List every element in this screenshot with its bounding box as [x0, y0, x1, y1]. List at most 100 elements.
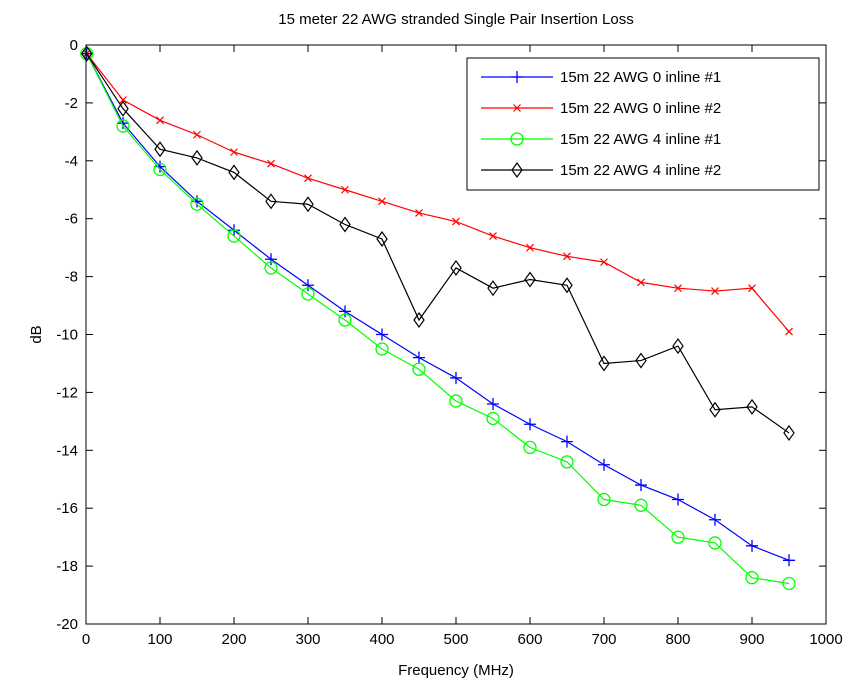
data-point-s3-4 — [190, 197, 204, 211]
data-point-s1-3 — [154, 160, 166, 173]
data-point-s4-15 — [598, 355, 610, 372]
data-point-s1-12 — [487, 397, 499, 410]
data-point-s2-5 — [230, 148, 238, 157]
data-point-s1-8 — [339, 305, 351, 318]
x-tick-label: 300 — [295, 631, 320, 648]
y-tick-label: -14 — [56, 442, 78, 459]
chart-title: 15 meter 22 AWG stranded Single Pair Ins… — [278, 11, 633, 28]
data-point-s3-15 — [597, 492, 611, 507]
y-tick-label: -8 — [65, 269, 78, 286]
data-point-s4-16 — [635, 352, 647, 369]
x-tick-label: 100 — [147, 631, 172, 648]
data-point-s2-17 — [674, 284, 682, 293]
data-point-s2-13 — [526, 243, 534, 252]
legend-item-3: 15m 22 AWG 4 inline #1 — [481, 131, 721, 148]
data-point-s2-11 — [452, 217, 460, 226]
data-point-s3-6 — [264, 261, 278, 275]
data-point-s4-10 — [413, 311, 425, 329]
y-tick-label: -6 — [65, 211, 78, 228]
data-point-s2-2 — [119, 96, 127, 104]
data-point-s2-18 — [711, 287, 719, 295]
data-point-s3-12 — [486, 411, 500, 426]
data-point-s3-8 — [338, 313, 352, 327]
legend-item-4: 15m 22 AWG 4 inline #2 — [481, 161, 721, 179]
data-point-s3-16 — [634, 498, 648, 512]
data-point-s4-5 — [228, 164, 240, 181]
data-point-s3-3 — [153, 162, 167, 177]
data-point-s3-7 — [301, 287, 315, 301]
legend-item-2: 15m 22 AWG 0 inline #2 — [481, 100, 721, 117]
series-15m-22-awg-4-inline-1 — [80, 47, 796, 591]
legend-label: 15m 22 AWG 0 inline #2 — [560, 100, 721, 117]
data-point-s2-10 — [415, 208, 423, 217]
data-point-s3-18 — [708, 536, 722, 550]
data-point-s2-14 — [563, 252, 571, 261]
data-point-s2-3 — [156, 116, 164, 125]
data-point-s1-4 — [191, 195, 203, 208]
data-point-s1-10 — [413, 351, 425, 364]
legend-item-1: 15m 22 AWG 0 inline #1 — [481, 69, 721, 86]
data-point-s2-9 — [378, 197, 386, 206]
y-tick-label: -18 — [56, 558, 78, 575]
data-point-s3-17 — [671, 530, 685, 544]
data-point-s4-13 — [524, 271, 536, 288]
x-tick-label: 600 — [517, 631, 542, 648]
legend: 15m 22 AWG 0 inline #1 15m 22 AWG 0 inlin… — [466, 57, 820, 191]
data-point-s1-13 — [524, 418, 536, 431]
data-point-s2-16 — [637, 278, 645, 287]
series-15m-22-awg-0-inline-2 — [82, 49, 793, 336]
data-point-s4-1 — [81, 45, 93, 62]
data-point-s1-17 — [672, 493, 684, 506]
x-tick-label: 200 — [221, 631, 246, 648]
y-tick-label: 0 — [70, 37, 78, 54]
data-point-s1-7 — [302, 279, 314, 292]
data-point-s1-19 — [746, 539, 758, 552]
y-tick-label: -4 — [65, 153, 78, 170]
data-point-s4-4 — [191, 149, 203, 166]
data-point-s2-12 — [489, 232, 497, 240]
data-point-s4-14 — [561, 277, 573, 294]
x-tick-label: 0 — [82, 631, 90, 648]
data-point-s4-7 — [302, 196, 314, 213]
data-point-s4-3 — [154, 141, 166, 158]
axes: 0 100 200 300 400 500 600 700 800 900 1000 0 -2 -4 -6 -… — [56, 37, 842, 648]
data-point-s1-18 — [709, 513, 721, 526]
series-layer — [80, 45, 796, 591]
data-point-s4-2 — [117, 100, 129, 117]
series-line-2 — [86, 53, 790, 332]
data-point-s2-20 — [785, 327, 793, 336]
data-point-s4-20 — [783, 424, 795, 441]
data-point-s1-20 — [783, 554, 795, 567]
y-axis-title: dB — [28, 325, 45, 343]
y-tick-label: -16 — [56, 500, 78, 517]
data-point-s2-6 — [267, 159, 275, 168]
y-tick-label: -10 — [56, 327, 78, 344]
data-point-s1-2 — [117, 117, 129, 130]
data-point-s4-17 — [672, 338, 684, 355]
series-15m-22-awg-4-inline-2 — [81, 45, 795, 441]
data-point-s1-9 — [376, 328, 388, 341]
data-point-s3-13 — [523, 440, 537, 455]
legend-label: 15m 22 AWG 0 inline #1 — [560, 69, 721, 86]
data-point-s3-2 — [116, 119, 130, 133]
data-point-s2-15 — [600, 258, 608, 267]
data-point-s4-18 — [709, 401, 721, 418]
legend-box — [466, 57, 820, 191]
data-point-s4-12 — [487, 280, 499, 297]
legend-marker — [511, 161, 523, 179]
data-point-s1-6 — [265, 253, 277, 266]
y-tick-label: -2 — [65, 95, 78, 112]
data-point-s3-10 — [412, 362, 426, 376]
data-point-s1-11 — [450, 371, 462, 384]
data-point-s2-8 — [341, 185, 349, 194]
x-tick-label: 500 — [443, 631, 468, 648]
series-line-4 — [86, 53, 790, 434]
x-tick-label: 400 — [369, 631, 394, 648]
y-tick-label: -12 — [56, 384, 78, 401]
data-point-s4-9 — [376, 230, 388, 247]
data-point-s2-4 — [193, 130, 201, 139]
data-point-s3-9 — [375, 342, 389, 356]
data-point-s1-16 — [635, 479, 647, 492]
